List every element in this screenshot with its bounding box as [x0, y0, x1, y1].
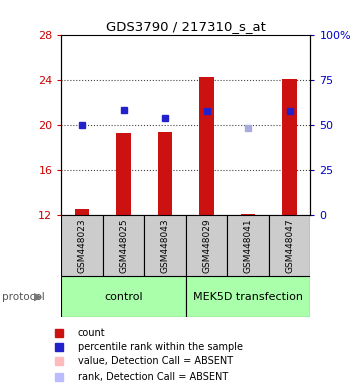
Text: count: count	[78, 328, 105, 338]
Text: ▶: ▶	[34, 291, 42, 302]
Text: GSM448025: GSM448025	[119, 218, 128, 273]
Bar	[75, 209, 90, 215]
Text: rank, Detection Call = ABSENT: rank, Detection Call = ABSENT	[78, 372, 228, 382]
Text: GSM448043: GSM448043	[161, 218, 170, 273]
Text: GSM448029: GSM448029	[202, 218, 211, 273]
Text: GSM448041: GSM448041	[244, 218, 253, 273]
Title: GDS3790 / 217310_s_at: GDS3790 / 217310_s_at	[106, 20, 266, 33]
Bar	[61, 276, 186, 317]
Bar	[158, 132, 173, 215]
Text: protocol: protocol	[2, 291, 44, 302]
Bar	[227, 215, 269, 276]
Bar	[61, 215, 103, 276]
Text: MEK5D transfection: MEK5D transfection	[193, 291, 303, 302]
Bar	[144, 215, 186, 276]
Text: percentile rank within the sample: percentile rank within the sample	[78, 342, 243, 352]
Bar	[282, 79, 297, 215]
Text: GSM448023: GSM448023	[78, 218, 87, 273]
Text: GSM448047: GSM448047	[285, 218, 294, 273]
Bar	[186, 215, 227, 276]
Bar	[116, 133, 131, 215]
Bar	[269, 215, 310, 276]
Bar	[103, 215, 144, 276]
Bar	[199, 78, 214, 215]
Text: value, Detection Call = ABSENT: value, Detection Call = ABSENT	[78, 356, 233, 366]
Text: control: control	[104, 291, 143, 302]
Bar	[186, 276, 310, 317]
